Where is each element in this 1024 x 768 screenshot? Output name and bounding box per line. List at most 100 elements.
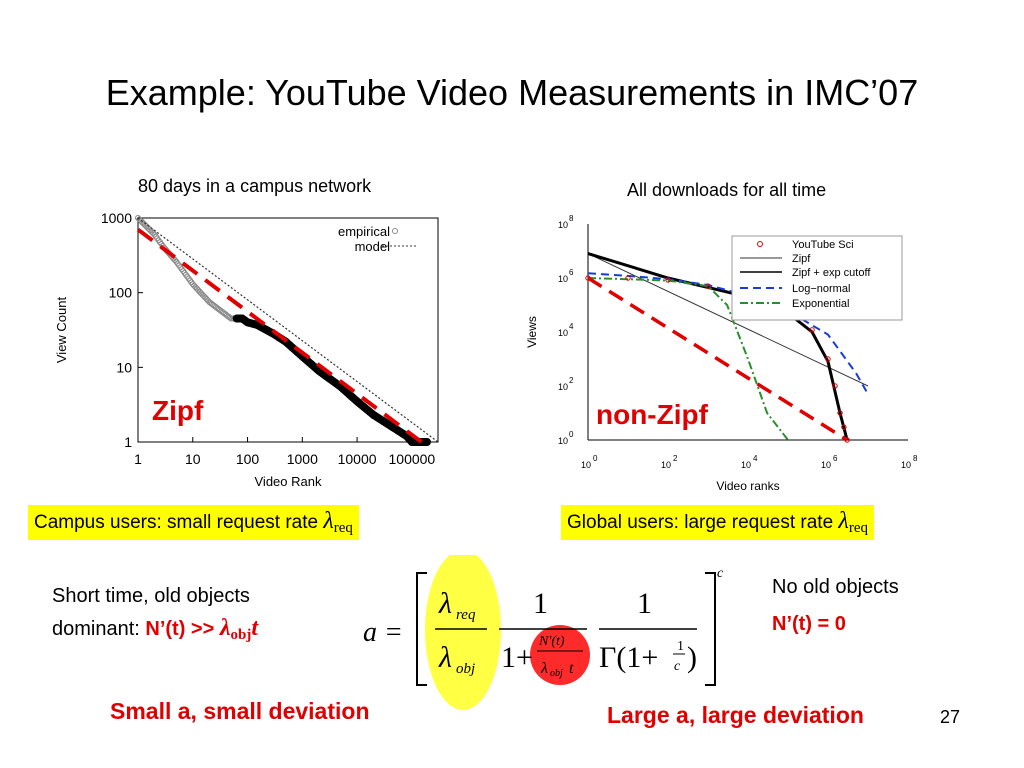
formula-lambda-req: λ	[438, 587, 452, 620]
y-tick-label: 1	[124, 434, 132, 450]
lambda-symbol: λ	[838, 508, 849, 534]
small-a-conclusion: Small a, small deviation	[110, 698, 370, 724]
lambda-symbol: λ	[323, 508, 334, 534]
x-tick-base: 10	[661, 460, 671, 470]
x-tick-exp: 6	[833, 454, 838, 463]
lambda-subscript: req	[333, 520, 353, 536]
right-nonzipf-label: non-Zipf	[596, 399, 708, 430]
x-tick-label: 100	[236, 451, 260, 467]
legend-empirical-marker	[392, 228, 398, 234]
campus-users-text: Campus users: small request rate	[34, 512, 324, 533]
model-line	[137, 217, 439, 443]
y-tick-base: 10	[558, 436, 568, 446]
x-axis-label: Video ranks	[716, 479, 779, 493]
youtube-sci-point	[705, 283, 711, 289]
x-tick-exp: 4	[753, 454, 758, 463]
x-tick-label: 1	[134, 451, 142, 467]
y-tick-base: 10	[558, 220, 568, 230]
y-tick-exp: 2	[569, 376, 574, 385]
y-tick-exp: 4	[569, 322, 574, 331]
legend-label: Exponential	[792, 298, 850, 310]
dominant-text: dominant: N’(t) >> λobjt	[52, 615, 258, 644]
y-tick-label: 100	[109, 285, 133, 301]
left-zipf-label: Zipf	[152, 395, 204, 426]
x-tick-label: 10000	[338, 451, 377, 467]
youtube-sci-point	[625, 275, 631, 281]
short-time-text: Short time, old objects	[52, 585, 250, 607]
lambda-subscript: req	[848, 520, 868, 536]
page-number: 27	[940, 707, 961, 727]
global-users-box: Global users: large request rate λreq	[561, 505, 874, 540]
large-a-conclusion: Large a, large deviation	[607, 702, 864, 728]
y-tick-exp: 0	[569, 430, 574, 439]
formula-one-over-c-num: 1	[677, 639, 684, 654]
x-tick-exp: 2	[673, 454, 678, 463]
lambda-symbol: λ	[219, 615, 231, 641]
legend-empirical-label: empirical	[338, 224, 390, 239]
formula-gamma: Γ(1+	[599, 641, 658, 674]
left-chart: 1 10 100 1000 10000 100000 1 10 100 1000 Video Ran…	[54, 210, 439, 489]
dominant-prefix: dominant:	[52, 618, 146, 640]
y-axis-label: View Count	[54, 296, 69, 363]
legend-model-label: model	[355, 239, 391, 254]
youtube-sci-point	[665, 277, 671, 283]
y-tick-label: 1000	[101, 210, 132, 226]
x-tick-exp: 0	[593, 454, 598, 463]
formula-exponent: c	[717, 566, 724, 581]
legend-label: YouTube Sci	[792, 239, 854, 251]
formula-one-plus: 1+	[501, 641, 533, 674]
empirical-point	[422, 438, 431, 446]
y-tick-base: 10	[558, 382, 568, 392]
campus-users-box: Campus users: small request rate λreq	[28, 505, 359, 540]
x-tick-base: 10	[821, 460, 831, 470]
youtube-sci-point	[844, 437, 850, 443]
legend-label: Zipf + exp cutoff	[792, 267, 871, 279]
highlight-circle	[530, 625, 590, 685]
left-bracket	[416, 572, 427, 686]
highlight-ellipse	[425, 555, 501, 710]
x-tick-base: 10	[901, 460, 911, 470]
y-tick-base: 10	[558, 328, 568, 338]
formula-lambda-obj: λ	[438, 641, 452, 674]
youtube-sci-point	[585, 275, 591, 281]
series-exponential	[587, 277, 789, 441]
t-symbol: t	[251, 615, 259, 641]
formula-sub-obj-t: obj	[550, 668, 563, 679]
right-bracket	[705, 572, 716, 686]
x-tick-exp: 8	[913, 454, 918, 463]
legend-label: Zipf	[792, 253, 811, 265]
x-axis-label: Video Rank	[255, 474, 322, 489]
legend-label: Log−normal	[792, 283, 850, 295]
youtube-sci-point	[825, 356, 831, 362]
formula-lhs: a =	[363, 617, 403, 648]
formula: a = c λ req λ obj 1 1+ N'(t) λ obj t 1 Γ…	[363, 555, 724, 710]
x-tick-label: 1000	[287, 451, 318, 467]
series-red-dashed	[587, 276, 849, 442]
formula-close-paren: )	[687, 641, 697, 674]
formula-lambda-obj-t: λ	[540, 660, 548, 677]
slide-title: Example: YouTube Video Measurements in I…	[105, 72, 919, 113]
left-chart-caption: 80 days in a campus network	[138, 176, 372, 196]
youtube-sci-point	[832, 383, 838, 389]
y-tick-base: 10	[558, 274, 568, 284]
y-tick-exp: 6	[569, 268, 574, 277]
formula-one-a: 1	[533, 587, 548, 620]
formula-sub-req: req	[456, 607, 476, 623]
x-tick-base: 10	[581, 460, 591, 470]
formula-sub-obj: obj	[456, 661, 475, 677]
right-chart-caption: All downloads for all time	[627, 180, 827, 200]
youtube-sci-point	[837, 410, 843, 416]
formula-one-b: 1	[637, 587, 652, 620]
formula-n-prime: N'(t)	[538, 634, 565, 649]
red-dashed-line	[136, 227, 423, 444]
plot-frame	[137, 217, 439, 443]
x-tick-label: 10	[185, 451, 201, 467]
youtube-sci-point	[809, 327, 815, 333]
n-prime-condition: N’(t) >>	[145, 618, 220, 640]
x-tick-base: 10	[741, 460, 751, 470]
formula-t: t	[569, 660, 574, 677]
empirical-point	[226, 314, 233, 321]
global-users-text: Global users: large request rate	[567, 512, 839, 533]
lambda-subscript: obj	[230, 627, 252, 643]
